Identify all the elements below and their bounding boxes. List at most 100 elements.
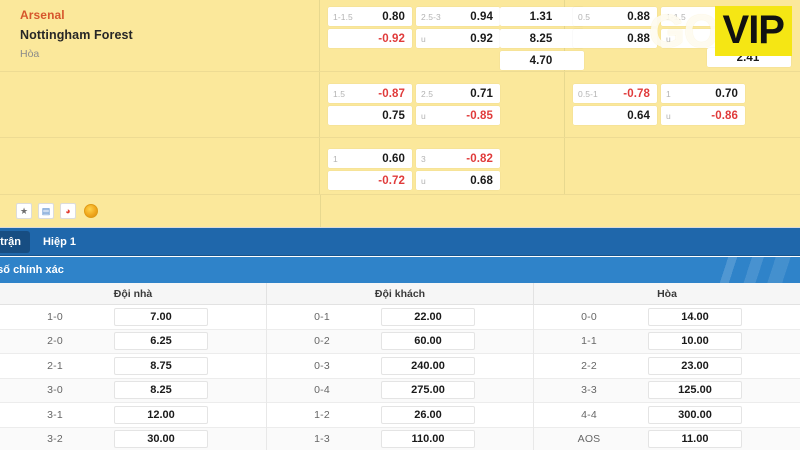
odds-value: -0.82 [466,152,493,165]
score-label: AOS [577,433,601,446]
odds-value: 0.60 [382,152,405,165]
score-label: 0-2 [314,335,330,348]
odds-col-handicap-3: 1 0.60 -0.72 3 -0.82 u 0.68 [320,138,565,194]
odd-button[interactable]: 8.25 [114,381,208,400]
score-label: 0-4 [314,384,330,397]
score-label: 0-3 [314,359,330,372]
score-label: 1-1 [581,335,597,348]
table-row: 3-3 125.00 [534,378,800,403]
odd-button[interactable]: 300.00 [648,405,742,424]
odds-label: u [666,33,671,44]
odds-group-handicap: 1.5 -0.87 0.75 [328,84,412,128]
odds-pill[interactable]: 0.75 [328,106,412,125]
odds-row3-teams-cell [0,138,320,194]
table-row: 2-0 6.25 [0,329,266,354]
odd-button[interactable]: 14.00 [648,307,742,326]
odds-label: 2.5-3 [421,11,441,22]
odds-pill[interactable]: u 0.68 [416,171,500,190]
tab-full-match[interactable]: ả trận [0,230,30,253]
odds-group-corner-handicap: 0.5 0.88 0.88 [573,7,657,51]
score-label: 2-0 [47,335,63,348]
tab-first-half[interactable]: Hiệp 1 [42,235,76,248]
table-body: 1-0 7.00 2-0 6.25 2-1 8.75 3-0 8.25 3-1 12.00… [0,305,800,450]
table-row: 0-3 240.00 [267,354,533,379]
table-header-row: Đội nhà Đội khách Hòa [0,283,800,305]
odd-button[interactable]: 10.00 [648,332,742,351]
action-icon-strip: ★ ▤ ◕ [0,195,800,228]
live-video-icon[interactable]: ▤ [38,203,54,219]
odds-pill[interactable]: 0.88 [573,29,657,48]
odd-button[interactable]: 11.00 [648,430,742,449]
odd-button[interactable]: 23.00 [648,356,742,375]
odds-pill-1x2-away[interactable]: 4.70 [500,51,584,70]
odds-pill[interactable]: 2.5 0.71 [416,84,500,103]
odds-pill[interactable]: -0.72 [328,171,412,190]
odd-button[interactable]: 275.00 [381,381,475,400]
odds-group-1x2: 1.31 8.25 4.70 [500,7,584,73]
odds-pill-1x2-corner[interactable]: 2.41 [707,48,791,67]
odds-pill[interactable]: -0.92 [328,29,412,48]
odds-pill[interactable]: 1-1.5 0.90 [661,7,745,26]
odds-value: 0.80 [382,10,405,23]
football-ball-icon[interactable] [82,203,99,220]
odd-button[interactable]: 6.25 [114,332,208,351]
odd-button[interactable]: 26.00 [381,405,475,424]
hot-flame-icon[interactable]: ◕ [60,203,76,219]
column-header-home: Đội nhà [0,283,267,304]
odds-label: 1 [666,88,671,99]
odds-pill[interactable]: 0.5 0.88 [573,7,657,26]
odds-value: 0.90 [715,10,738,23]
odds-label: u [666,110,671,121]
odds-col-handicap-1: 1-1.5 0.80 -0.92 2.5-3 0.94 u 0 [320,0,584,71]
odds-pill[interactable]: 3 -0.82 [416,149,500,168]
period-tabbar: ả trận Hiệp 1 [0,228,800,256]
odds-pill[interactable]: 0.64 [573,106,657,125]
odds-col-handicap-2: 1.5 -0.87 0.75 2.5 0.71 u -0.85 [320,72,565,137]
odds-pill[interactable]: u 0.92 [416,29,500,48]
table-row: 2-1 8.75 [0,354,266,379]
odds-value: 0.68 [470,174,493,187]
odds-label: u [421,33,426,44]
odds-pill[interactable]: 2.5-3 0.94 [416,7,500,26]
odds-pill[interactable]: 1 0.60 [328,149,412,168]
table-row: 0-1 22.00 [267,305,533,330]
odd-button[interactable]: 240.00 [381,356,475,375]
decorative-stripes [660,257,800,283]
column-divider [320,195,321,227]
odd-button[interactable]: 110.00 [381,430,475,449]
table-row: 0-0 14.00 [534,305,800,330]
odds-pill[interactable]: 1 0.70 [661,84,745,103]
odd-button[interactable]: 8.75 [114,356,208,375]
odds-panel: Arsenal Nottingham Forest Hòa 1-1.5 0.80… [0,0,800,228]
score-label: 0-1 [314,310,330,323]
score-label: 2-1 [47,359,63,372]
odds-pill[interactable]: 1.5 -0.87 [328,84,412,103]
odds-pill[interactable]: u -0.86 [661,106,745,125]
score-label: 2-2 [581,359,597,372]
odds-pill[interactable]: 0.5-1 -0.78 [573,84,657,103]
odd-button[interactable]: 22.00 [381,307,475,326]
score-label: 3-3 [581,384,597,397]
odds-value: -0.92 [378,32,405,45]
odds-group-corner-ou: 1-1.5 0.90 u 0.90 [661,7,745,51]
table-row: 4-4 300.00 [534,403,800,428]
table-row: 2-2 23.00 [534,354,800,379]
odds-pill[interactable]: 1-1.5 0.80 [328,7,412,26]
odds-pill[interactable]: u 0.90 [661,29,745,48]
section-title: ỷ số chính xác [0,264,64,276]
odd-button[interactable]: 12.00 [114,405,208,424]
odds-pill-1x2-draw[interactable]: 8.25 [500,29,584,48]
odds-pill-1x2-home[interactable]: 1.31 [500,7,584,26]
odds-pill[interactable]: u -0.85 [416,106,500,125]
odds-value: 4.70 [529,54,553,67]
odd-button[interactable]: 125.00 [648,381,742,400]
odds-group-corner-handicap: 0.5-1 -0.78 0.64 [573,84,657,128]
odd-button[interactable]: 60.00 [381,332,475,351]
odds-value: 8.25 [529,32,553,45]
odd-button[interactable]: 7.00 [114,307,208,326]
favorite-star-icon[interactable]: ★ [16,203,32,219]
odds-col-corners-1: 0.5 0.88 0.88 1-1.5 0.90 u 0.90 [565,0,800,71]
match-teams-cell[interactable]: Arsenal Nottingham Forest Hòa [0,0,320,71]
odd-button[interactable]: 30.00 [114,430,208,449]
odds-group-corner-1x2: 2.41 [707,48,791,70]
